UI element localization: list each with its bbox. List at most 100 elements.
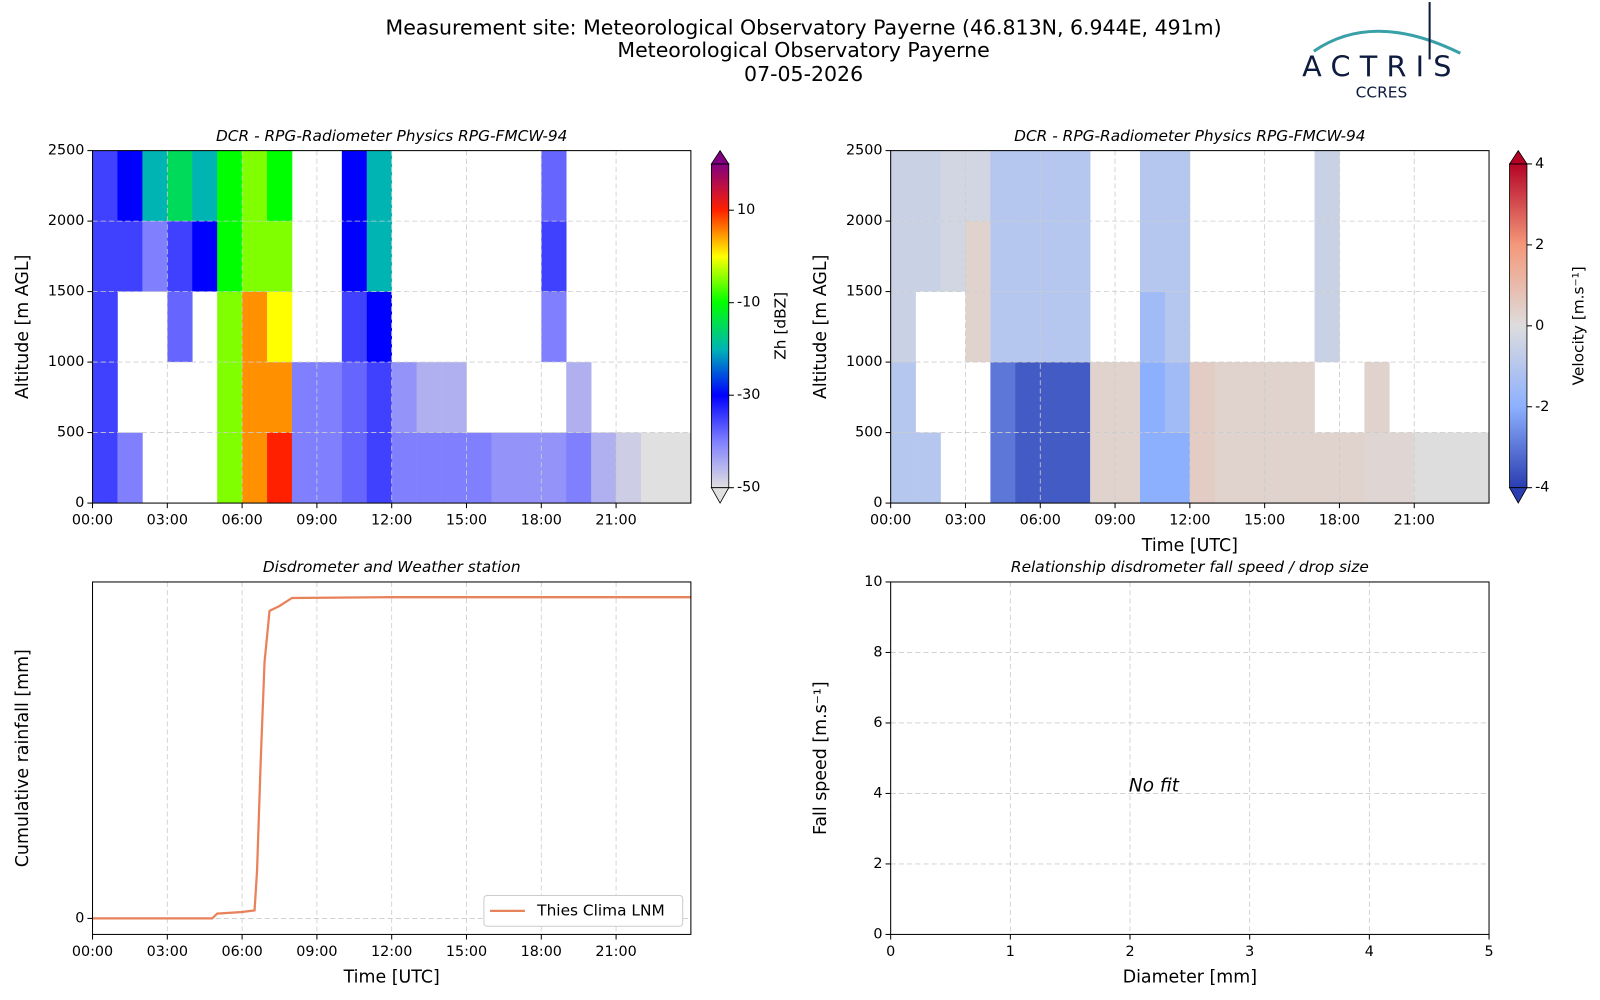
heatmap-cell bbox=[217, 221, 243, 292]
heatmap-cell bbox=[341, 432, 368, 504]
heatmap-cell bbox=[541, 150, 567, 222]
y-axis-label: Altitude [m AGL] bbox=[811, 255, 831, 399]
colorbar-label: Zh [dBZ] bbox=[772, 292, 790, 360]
heatmap-cell bbox=[316, 432, 343, 504]
heatmap-cell bbox=[965, 150, 991, 222]
heatmap-cell bbox=[366, 221, 393, 292]
heatmap-cell bbox=[142, 221, 168, 292]
heatmap-cell bbox=[1164, 291, 1191, 363]
x-tick-label: 21:00 bbox=[595, 512, 636, 528]
heatmap-cell bbox=[990, 150, 1016, 222]
heatmap-cell bbox=[1040, 432, 1066, 504]
heatmap-cell bbox=[341, 150, 368, 222]
y-axis-label: Cumulative rainfall [mm] bbox=[13, 649, 33, 867]
heatmap-cell bbox=[1115, 362, 1141, 433]
legend-box bbox=[483, 894, 684, 927]
y-tick-label: 2500 bbox=[846, 143, 882, 159]
heatmap-cell bbox=[291, 362, 318, 433]
heatmap-cell bbox=[1289, 432, 1315, 504]
heatmap-cell bbox=[940, 150, 966, 222]
heatmap-cell bbox=[217, 432, 243, 504]
heatmap-cell bbox=[915, 221, 941, 292]
x-tick-label: 00:00 bbox=[72, 944, 113, 960]
x-tick-label: 09:00 bbox=[1094, 512, 1135, 528]
axes-frame bbox=[92, 150, 692, 504]
x-tick-label: 1 bbox=[1006, 944, 1015, 960]
heatmap-cell bbox=[1214, 432, 1241, 504]
heatmap-cell bbox=[541, 291, 567, 363]
x-tick-label: 15:00 bbox=[1244, 512, 1285, 528]
heatmap-cell bbox=[217, 291, 243, 363]
colorbar-extension bbox=[710, 149, 730, 165]
x-tick-label: 00:00 bbox=[870, 512, 911, 528]
heatmap-cell bbox=[1115, 432, 1141, 504]
colorbar-tick-label: 2 bbox=[1535, 237, 1544, 253]
heatmap-cell bbox=[516, 432, 542, 504]
heatmap-cell bbox=[1264, 432, 1290, 504]
plot-area bbox=[890, 581, 1490, 935]
heatmap-cell bbox=[267, 150, 293, 222]
heatmap-cell bbox=[1065, 362, 1091, 433]
heatmap-cell bbox=[1189, 362, 1216, 433]
heatmap-cell bbox=[1015, 362, 1041, 433]
heatmap-cell bbox=[441, 432, 467, 504]
y-tick-label: 1500 bbox=[48, 284, 84, 300]
heatmap-cell bbox=[92, 291, 118, 363]
x-tick-label: 2 bbox=[1125, 944, 1134, 960]
header-line: 07-05-2026 bbox=[744, 62, 863, 86]
heatmap-cell bbox=[1040, 150, 1066, 222]
colorbar-tick-label: -4 bbox=[1535, 480, 1549, 496]
heatmap-cell bbox=[1414, 432, 1440, 504]
heatmap-cell bbox=[1040, 362, 1066, 433]
heatmap-cell bbox=[316, 362, 343, 433]
colorbar-tick-label: -2 bbox=[1535, 399, 1549, 415]
y-tick-label: 6 bbox=[873, 715, 882, 731]
heatmap-cell bbox=[1015, 150, 1041, 222]
heatmap-cell bbox=[1314, 291, 1340, 363]
heatmap-cell bbox=[167, 291, 193, 363]
logo-subtext: CCRES bbox=[1356, 84, 1408, 102]
heatmap-cell bbox=[566, 362, 592, 433]
heatmap-cell bbox=[1065, 150, 1091, 222]
heatmap-cell bbox=[1439, 432, 1465, 504]
heatmap-cell bbox=[890, 221, 916, 292]
y-tick-label: 0 bbox=[75, 910, 84, 926]
heatmap-cell bbox=[890, 291, 916, 363]
heatmap-cell bbox=[242, 150, 268, 222]
y-tick-label: 500 bbox=[57, 425, 84, 441]
heatmap-cell bbox=[1015, 291, 1041, 363]
heatmap-cell bbox=[391, 362, 417, 433]
heatmap-cell bbox=[890, 432, 916, 504]
heatmap-cell bbox=[566, 432, 592, 504]
heatmap-cell bbox=[267, 362, 293, 433]
x-tick-label: 3 bbox=[1245, 944, 1254, 960]
heatmap-cell bbox=[1164, 362, 1191, 433]
colorbar-extension bbox=[1508, 149, 1528, 165]
colorbar-extension bbox=[710, 487, 730, 504]
colorbar-extension bbox=[1508, 487, 1528, 504]
logo-arc bbox=[1312, 29, 1462, 55]
heatmap-cell bbox=[541, 432, 567, 504]
heatmap-cell bbox=[641, 432, 667, 504]
y-tick-label: 2000 bbox=[48, 213, 84, 229]
heatmap-cell bbox=[1314, 432, 1340, 504]
heatmap-cell bbox=[1314, 150, 1340, 222]
heatmap-cell bbox=[1289, 362, 1315, 433]
heatmap-cell bbox=[990, 432, 1016, 504]
line-series bbox=[92, 596, 691, 920]
heatmap-cell bbox=[267, 291, 293, 363]
heatmap-cell bbox=[1464, 432, 1490, 504]
heatmap-cell bbox=[92, 150, 118, 222]
heatmap-cell bbox=[441, 362, 467, 433]
heatmap-cell bbox=[915, 432, 941, 504]
heatmap-cell bbox=[890, 150, 916, 222]
heatmap-cell bbox=[1139, 432, 1166, 504]
axes-title: DCR - RPG-Radiometer Physics RPG-FMCW-94 bbox=[1014, 127, 1365, 145]
heatmap-cell bbox=[990, 362, 1016, 433]
heatmap-cell bbox=[217, 362, 243, 433]
heatmap-cell bbox=[1364, 362, 1390, 433]
annotation: No fit bbox=[1129, 775, 1180, 796]
x-axis-label: Time [UTC] bbox=[343, 967, 440, 987]
heatmap-cell bbox=[965, 291, 991, 363]
y-axis-label: Fall speed [m.s⁻¹] bbox=[811, 681, 831, 835]
